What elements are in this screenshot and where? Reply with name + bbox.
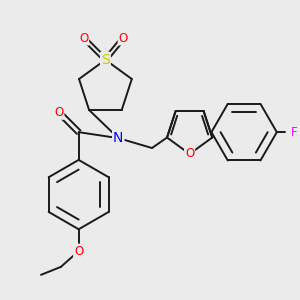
Text: O: O <box>79 32 88 44</box>
Text: O: O <box>185 148 194 160</box>
Text: O: O <box>118 32 128 44</box>
Text: O: O <box>74 244 83 258</box>
Text: F: F <box>291 126 298 139</box>
Text: O: O <box>54 106 64 119</box>
Text: N: N <box>113 131 124 145</box>
Text: S: S <box>101 53 110 67</box>
